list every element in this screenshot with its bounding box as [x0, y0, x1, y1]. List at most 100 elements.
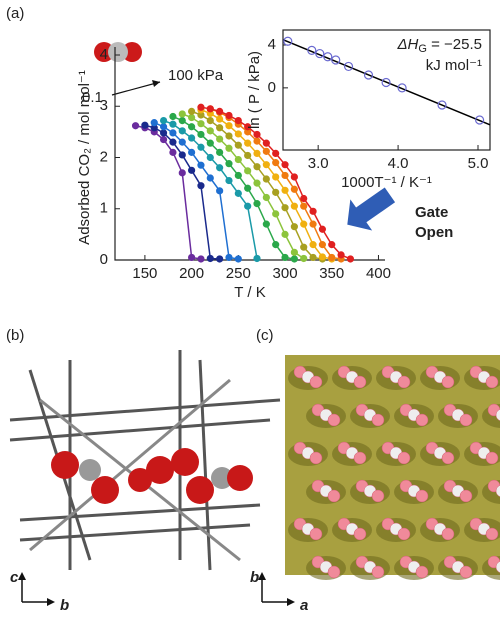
data-point	[179, 139, 185, 145]
data-point	[263, 194, 269, 200]
data-point	[273, 160, 279, 166]
x-tick-label: 3.0	[308, 155, 329, 172]
data-point	[329, 242, 335, 248]
co2-atom	[460, 566, 472, 578]
data-point	[235, 142, 241, 148]
data-point	[217, 136, 223, 142]
data-point	[310, 242, 316, 248]
co2-atom	[398, 376, 410, 388]
data-point	[170, 121, 176, 127]
x-tick-label: 300	[273, 265, 298, 282]
data-point	[301, 203, 307, 209]
data-point	[226, 161, 232, 167]
data-point	[310, 208, 316, 214]
data-point	[338, 252, 344, 258]
data-point	[198, 183, 204, 189]
co2-atom	[460, 414, 472, 426]
data-point	[170, 114, 176, 120]
data-point	[179, 128, 185, 134]
data-point	[319, 254, 325, 260]
x-tick-label: 200	[179, 265, 204, 282]
data-point	[226, 123, 232, 129]
data-point	[189, 135, 195, 141]
data-point	[282, 172, 288, 178]
data-point	[170, 139, 176, 145]
data-point	[263, 162, 269, 168]
data-point	[217, 108, 223, 114]
co2-atom	[354, 452, 366, 464]
co2-atom	[328, 490, 340, 502]
data-point	[291, 249, 297, 255]
data-point	[217, 256, 223, 262]
annotation: 100 kPa	[168, 67, 224, 84]
data-point	[301, 196, 307, 202]
data-point	[217, 149, 223, 155]
data-point	[254, 180, 260, 186]
annotation: 0.1	[82, 89, 103, 106]
data-point	[198, 104, 204, 110]
data-point	[254, 255, 260, 261]
annotation: Open	[415, 224, 453, 241]
x-axis-label: T / K	[234, 284, 265, 301]
data-point	[207, 118, 213, 124]
data-point	[198, 131, 204, 137]
data-point	[207, 140, 213, 146]
panel-label: (b)	[6, 327, 24, 344]
x-tick-label: 5.0	[468, 155, 489, 172]
crystal-structure	[10, 350, 280, 570]
axis-arrow	[22, 577, 50, 602]
data-point	[179, 170, 185, 176]
data-point	[282, 231, 288, 237]
co2-atom	[372, 490, 384, 502]
data-point	[161, 124, 167, 130]
co2-atom	[398, 452, 410, 464]
data-point	[273, 189, 279, 195]
y-tick-label: 4	[100, 46, 108, 63]
data-point	[235, 256, 241, 262]
data-point	[161, 137, 167, 143]
data-point	[189, 115, 195, 121]
co2-atom	[310, 528, 322, 540]
y-tick-label: 0	[268, 79, 276, 96]
co2-atom	[328, 566, 340, 578]
data-point	[189, 124, 195, 130]
co2-atom	[328, 414, 340, 426]
y-tick-label: 1	[100, 200, 108, 217]
data-point	[179, 118, 185, 124]
co2-atom	[416, 490, 428, 502]
data-point	[301, 244, 307, 250]
data-point	[226, 112, 232, 118]
data-point	[245, 168, 251, 174]
y-tick-label: 4	[268, 36, 276, 53]
data-point	[282, 187, 288, 193]
data-point	[254, 201, 260, 207]
data-point	[235, 190, 241, 196]
data-point	[189, 108, 195, 114]
panel-label: (a)	[6, 5, 24, 22]
x-tick-label: 4.0	[388, 155, 409, 172]
data-point	[226, 178, 232, 184]
data-point	[273, 174, 279, 180]
co2-atom	[354, 528, 366, 540]
data-point	[207, 155, 213, 161]
data-point	[198, 162, 204, 168]
data-point	[207, 175, 213, 181]
data-point	[198, 144, 204, 150]
data-point	[254, 131, 260, 137]
co2-atom	[442, 376, 454, 388]
data-point	[179, 152, 185, 158]
x-tick-label: 150	[132, 265, 157, 282]
data-point	[189, 254, 195, 260]
data-point	[207, 255, 213, 261]
co2-atom	[442, 528, 454, 540]
annotation-unit: kJ mol⁻¹	[426, 57, 482, 74]
data-point	[235, 131, 241, 137]
co2-atom	[416, 566, 428, 578]
arrow-head	[18, 572, 55, 606]
data-point	[217, 125, 223, 131]
data-point	[282, 254, 288, 260]
co2-atom	[460, 490, 472, 502]
data-point	[170, 149, 176, 155]
axis-name: c	[10, 569, 19, 586]
co2-atom	[486, 452, 498, 464]
